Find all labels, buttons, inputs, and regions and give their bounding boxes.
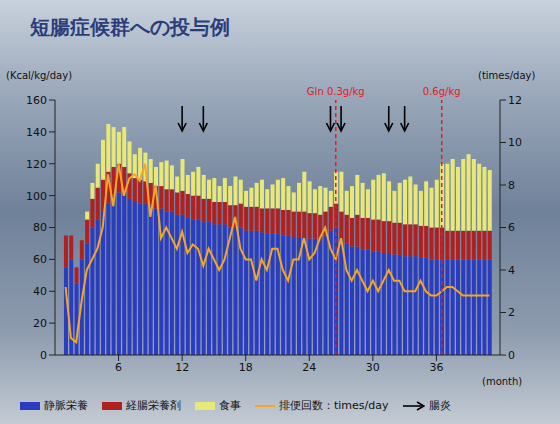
svg-text:36: 36 — [429, 361, 443, 374]
svg-text:18: 18 — [239, 361, 253, 374]
svg-text:60: 60 — [33, 253, 47, 266]
svg-text:40: 40 — [33, 285, 47, 298]
svg-text:20: 20 — [33, 317, 47, 330]
html-text:静脈栄養: 静脈栄養 — [44, 399, 88, 412]
svg-text:Gln 0.3g/kg: Gln 0.3g/kg — [307, 86, 365, 97]
svg-text:0: 0 — [40, 349, 47, 362]
svg-text:100: 100 — [26, 190, 47, 203]
svg-text:120: 120 — [26, 158, 47, 171]
svg-text:12: 12 — [508, 94, 522, 107]
svg-text:30: 30 — [366, 361, 380, 374]
svg-text:0.6g/kg: 0.6g/kg — [423, 86, 461, 97]
svg-text:6: 6 — [508, 221, 515, 234]
html-text:経腸栄養剤: 経腸栄養剤 — [126, 399, 181, 412]
html-text:(Kcal/kg/day): (Kcal/kg/day) — [6, 70, 72, 81]
svg-text:80: 80 — [33, 221, 47, 234]
svg-text:160: 160 — [26, 94, 47, 107]
svg-text:6: 6 — [115, 361, 122, 374]
svg-text:24: 24 — [302, 361, 316, 374]
html-text:(times/day): (times/day) — [478, 70, 536, 81]
svg-text:12: 12 — [175, 361, 189, 374]
svg-text:0: 0 — [508, 349, 515, 362]
svg-text:4: 4 — [508, 264, 515, 277]
html-text:食事: 食事 — [219, 399, 241, 412]
html-text:排便回数：times/day: 排便回数：times/day — [279, 399, 389, 412]
svg-text:8: 8 — [508, 179, 515, 192]
svg-text:10: 10 — [508, 136, 522, 149]
html-text:短腸症候群への投与例: 短腸症候群への投与例 — [30, 15, 230, 39]
html-text:(month): (month) — [482, 376, 523, 387]
svg-text:140: 140 — [26, 126, 47, 139]
svg-text:2: 2 — [508, 306, 515, 319]
html-text:腸炎: 腸炎 — [428, 399, 451, 412]
